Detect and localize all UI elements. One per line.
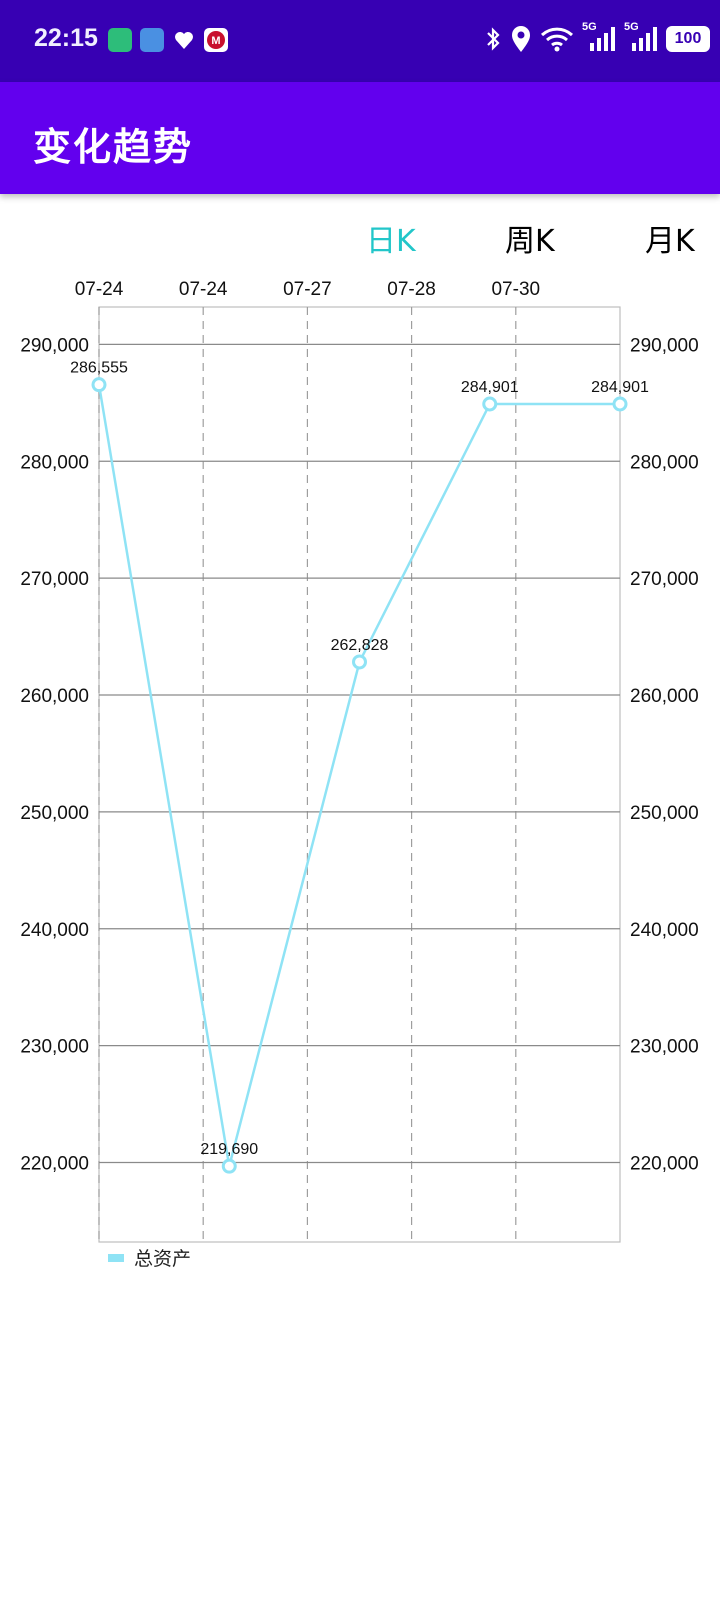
signal-icon-2: 5G xyxy=(624,21,658,53)
y-tick-label-left: 280,000 xyxy=(20,452,89,473)
x-tick-label: 07-24 xyxy=(179,279,228,300)
asset-trend-chart: 220,000 220,000 230,000 230,000 240,000 240,0… xyxy=(20,279,699,1243)
x-tick-label: 07-24 xyxy=(75,279,124,300)
signal-icon-1: 5G xyxy=(582,21,616,53)
app-notification-icon xyxy=(108,28,132,52)
data-point xyxy=(482,396,498,412)
y-tick-label-left: 240,000 xyxy=(20,920,89,941)
data-label: 262,828 xyxy=(331,637,389,654)
data-label: 219,690 xyxy=(200,1141,258,1158)
y-tick-label-right: 220,000 xyxy=(630,1154,699,1175)
data-point xyxy=(91,377,107,393)
page-title: 变化趋势 xyxy=(33,125,194,169)
y-tick-label-right: 270,000 xyxy=(630,569,699,590)
heart-icon xyxy=(172,28,196,52)
svg-text:M: M xyxy=(211,35,220,47)
data-point xyxy=(612,396,628,412)
chart-legend: 总资产 xyxy=(108,1244,191,1271)
y-tick-label-left: 220,000 xyxy=(20,1154,89,1175)
tab-day-k[interactable]: 日K xyxy=(366,224,416,259)
y-tick-label-right: 250,000 xyxy=(630,803,699,824)
weather-icon xyxy=(140,28,164,52)
bluetooth-icon xyxy=(487,27,500,51)
battery-indicator: 100 xyxy=(666,26,710,52)
tab-month-k[interactable]: 月K xyxy=(645,224,695,259)
data-label: 286,555 xyxy=(70,360,128,377)
y-tick-label-right: 290,000 xyxy=(630,335,699,356)
y-tick-label-right: 230,000 xyxy=(630,1037,699,1058)
legend-label: 总资产 xyxy=(134,1248,192,1270)
y-tick-label-right: 240,000 xyxy=(630,920,699,941)
data-label: 284,901 xyxy=(591,379,649,396)
signal-label-2: 5G xyxy=(624,21,639,33)
x-tick-label: 07-30 xyxy=(491,279,540,300)
app-bar: 变化趋势 xyxy=(0,82,720,194)
wifi-icon xyxy=(540,27,574,52)
y-tick-label-right: 280,000 xyxy=(630,452,699,473)
location-icon xyxy=(512,26,530,52)
y-tick-label-left: 230,000 xyxy=(20,1037,89,1058)
y-tick-label-left: 290,000 xyxy=(20,335,89,356)
x-tick-label: 07-28 xyxy=(387,279,436,300)
period-tabs: 日K 周K 月K xyxy=(0,216,720,266)
data-label: 284,901 xyxy=(461,379,519,396)
data-point xyxy=(221,1158,237,1174)
data-point xyxy=(352,654,367,670)
y-tick-label-left: 270,000 xyxy=(20,569,89,590)
status-bar: 22:15 M 5G 5G 100 xyxy=(0,0,720,82)
legend-swatch xyxy=(108,1253,124,1262)
bank-app-icon: M xyxy=(204,28,228,52)
status-indicators: 5G 5G 100 xyxy=(484,21,710,56)
series-line-total-assets xyxy=(97,384,620,1167)
status-time: 22:15 xyxy=(34,24,98,52)
plot-frame xyxy=(98,306,621,1243)
y-tick-label-left: 260,000 xyxy=(20,686,89,707)
y-tick-label-right: 260,000 xyxy=(630,686,699,707)
tab-week-k[interactable]: 周K xyxy=(505,224,555,259)
signal-label-1: 5G xyxy=(582,21,597,33)
x-tick-label: 07-27 xyxy=(283,279,332,300)
y-tick-label-left: 250,000 xyxy=(20,803,89,824)
